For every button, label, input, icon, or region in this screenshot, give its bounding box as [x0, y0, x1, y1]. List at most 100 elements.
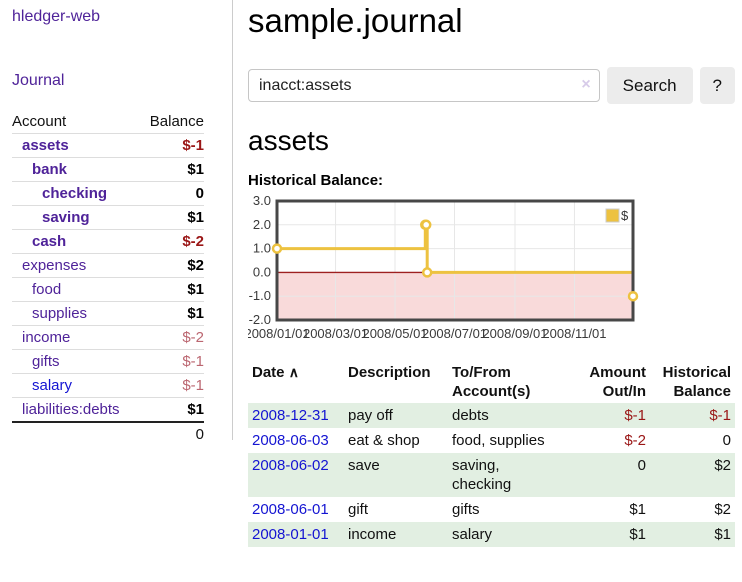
date-header-label: Date	[252, 364, 285, 381]
transaction-row: 2008-06-03 eat & shop food, supplies $-2…	[248, 428, 735, 453]
transaction-row: 2008-12-31 pay off debts $-1 $-1	[248, 403, 735, 428]
tx-date-link[interactable]: 2008-06-03	[252, 432, 329, 449]
tx-accounts: salary	[452, 526, 493, 543]
svg-text:0.0: 0.0	[253, 264, 271, 279]
transaction-row: 2008-06-01 gift gifts $1 $2	[248, 497, 735, 522]
register-header-row: Date ∧ Description To/From Account(s) Am…	[248, 361, 735, 403]
account-link-saving[interactable]: saving	[42, 209, 90, 226]
amount-column-header: Amount Out/In	[589, 364, 646, 400]
account-column-header: Account	[12, 113, 67, 130]
transaction-row: 2008-01-01 income salary $1 $1	[248, 522, 735, 547]
tx-amount: 0	[637, 457, 646, 474]
tx-description: save	[348, 457, 380, 474]
account-link-bank[interactable]: bank	[32, 161, 68, 178]
svg-text:2008/09/01: 2008/09/01	[482, 326, 547, 341]
accounts-table-header: Account Balance	[12, 110, 204, 133]
tx-date-link[interactable]: 2008-01-01	[252, 526, 329, 543]
account-balance: $1	[187, 209, 204, 226]
svg-text:2008/03/01: 2008/03/01	[303, 326, 368, 341]
account-row: checking 0	[12, 181, 204, 205]
account-balance: $-1	[182, 377, 204, 394]
tx-accounts: food, supplies	[452, 432, 545, 449]
account-row: income $-2	[12, 325, 204, 349]
description-column-header: Description	[348, 364, 431, 381]
tx-balance: $2	[714, 457, 731, 474]
sidebar-item-journal[interactable]: Journal	[12, 72, 65, 89]
search-input[interactable]	[248, 69, 600, 102]
account-link-liabilities-debts[interactable]: liabilities:debts	[22, 401, 120, 418]
svg-text:2008/01/01: 2008/01/01	[248, 326, 310, 341]
account-link-assets[interactable]: assets	[22, 137, 69, 154]
tx-amount: $-1	[624, 407, 646, 424]
svg-text:-2.0: -2.0	[249, 312, 271, 327]
svg-text:2008/11/01: 2008/11/01	[542, 326, 606, 341]
account-link-supplies[interactable]: supplies	[32, 305, 88, 322]
tx-balance: 0	[722, 432, 731, 449]
tx-description: pay off	[348, 407, 393, 424]
tx-accounts: saving, checking	[452, 457, 512, 493]
tx-date-link[interactable]: 2008-06-01	[252, 501, 329, 518]
svg-text:1.0: 1.0	[253, 241, 271, 256]
account-balance: $-1	[182, 353, 204, 370]
tx-amount: $-2	[624, 432, 646, 449]
tx-accounts: debts	[452, 407, 489, 424]
page-title: sample.journal	[248, 2, 463, 39]
svg-text:2008/05/01: 2008/05/01	[362, 326, 427, 341]
tx-balance: $2	[714, 501, 731, 518]
account-balance: $1	[187, 401, 204, 418]
svg-text:3.0: 3.0	[253, 195, 271, 208]
account-balance: $1	[187, 281, 204, 298]
account-balance: $-2	[182, 329, 204, 346]
svg-text:2008/07/01: 2008/07/01	[422, 326, 487, 341]
tx-date-link[interactable]: 2008-06-02	[252, 457, 329, 474]
account-row: saving $1	[12, 205, 204, 229]
account-row: supplies $1	[12, 301, 204, 325]
chart-title: Historical Balance:	[248, 172, 384, 189]
account-link-income[interactable]: income	[22, 329, 71, 346]
date-column-header[interactable]: Date ∧	[248, 361, 344, 403]
tx-balance: $1	[714, 526, 731, 543]
tx-amount: $1	[629, 526, 646, 543]
balance-column-header: Historical Balance	[662, 364, 731, 400]
account-row: cash $-2	[12, 229, 204, 253]
help-button[interactable]: ?	[699, 67, 735, 104]
account-link-gifts[interactable]: gifts	[32, 353, 60, 370]
accounts-column-header: To/From Account(s)	[452, 364, 531, 400]
app-brand-link[interactable]: hledger-web	[12, 8, 101, 25]
tx-date-link[interactable]: 2008-12-31	[252, 407, 329, 424]
account-link-cash[interactable]: cash	[32, 233, 67, 250]
sidebar: hledger-web Journal Account Balance asse…	[0, 0, 233, 443]
svg-text:-1.0: -1.0	[249, 288, 271, 303]
account-row: food $1	[12, 277, 204, 301]
historical-balance-chart: 3.0 2.0 1.0 0.0 -1.0 -2.0 2008/01/01 2008/03/01…	[248, 195, 648, 345]
account-balance: $1	[187, 305, 204, 322]
tx-description: income	[348, 526, 397, 543]
tx-balance: $-1	[709, 407, 731, 424]
account-link-checking[interactable]: checking	[42, 185, 108, 202]
main-panel: sample.journal × Search ? assets Histori…	[233, 0, 742, 547]
balance-column-header: Balance	[149, 113, 204, 130]
balance-chart: 3.0 2.0 1.0 0.0 -1.0 -2.02008/01/012008/03/01…	[248, 195, 639, 341]
tx-description: gift	[348, 501, 369, 518]
account-link-expenses[interactable]: expenses	[22, 257, 87, 274]
accounts-total-value: 0	[195, 426, 204, 443]
account-balance: 0	[195, 185, 204, 202]
account-link-food[interactable]: food	[32, 281, 62, 298]
search-button[interactable]: Search	[606, 67, 693, 104]
account-balance: $2	[187, 257, 204, 274]
tx-description: eat & shop	[348, 432, 420, 449]
account-link-salary[interactable]: salary	[32, 377, 73, 394]
account-row: salary $-1	[12, 373, 204, 397]
search-form: × Search ?	[248, 67, 735, 104]
clear-search-icon[interactable]: ×	[581, 76, 591, 93]
account-row: bank $1	[12, 157, 204, 181]
account-heading: assets	[248, 125, 329, 156]
svg-text:$: $	[621, 208, 629, 223]
account-balance: $-2	[182, 233, 204, 250]
account-balance: $1	[187, 161, 204, 178]
register-table: Date ∧ Description To/From Account(s) Am…	[248, 361, 735, 547]
tx-accounts: gifts	[452, 501, 480, 518]
account-balance: $-1	[182, 137, 204, 154]
account-row: assets $-1	[12, 133, 204, 157]
account-row: gifts $-1	[12, 349, 204, 373]
